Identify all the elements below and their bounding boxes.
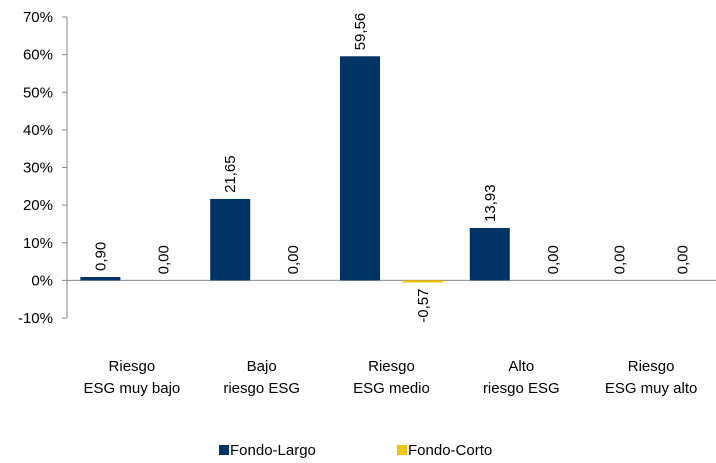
category-label: Riesgo	[368, 358, 415, 375]
y-tick-label: 10%	[23, 235, 53, 252]
y-tick-label: 70%	[23, 9, 53, 26]
category-label: riesgo ESG	[223, 380, 300, 397]
y-tick-label: 60%	[23, 47, 53, 64]
category-label: ESG muy bajo	[84, 380, 181, 397]
legend-label: Fondo-Corto	[408, 442, 492, 459]
data-label: 0,00	[545, 245, 562, 274]
y-tick-label: -10%	[18, 310, 53, 327]
data-label: 59,56	[352, 13, 369, 51]
category-label: riesgo ESG	[483, 380, 560, 397]
data-label: 0,00	[612, 245, 629, 274]
data-label: 13,93	[482, 184, 499, 222]
category-labels: Riesgo ESG muy bajo Bajo riesgo ESG Riesgo ES…	[84, 358, 698, 397]
chart-bars	[80, 56, 510, 283]
y-tick-label: 30%	[23, 160, 53, 177]
y-tick-label: 50%	[23, 84, 53, 101]
y-tick-label: 40%	[23, 122, 53, 139]
legend-swatch-fondo-corto	[397, 445, 407, 455]
chart-axes: -10% 0% 10% 20% 30% 40% 50% 60% 70%	[18, 9, 716, 327]
category-label: Bajo	[247, 358, 277, 375]
data-label: 21,65	[222, 155, 239, 193]
data-label: -0,57	[415, 289, 432, 323]
legend: Fondo-Largo Fondo-Corto	[219, 442, 492, 459]
data-label: 0,90	[92, 242, 109, 271]
bar-fondo-largo	[340, 56, 380, 281]
bar-fondo-largo	[210, 198, 251, 281]
bar-fondo-corto	[403, 280, 443, 283]
legend-label: Fondo-Largo	[230, 442, 316, 459]
data-labels: 0,90 0,00 21,65 0,00 59,56 -0,57 13,93 0,00 0,00…	[92, 13, 691, 323]
category-label: ESG medio	[353, 380, 430, 397]
y-tick-label: 0%	[31, 272, 53, 289]
data-label: 0,00	[285, 245, 302, 274]
legend-swatch-fondo-largo	[219, 445, 229, 455]
bar-fondo-largo	[80, 276, 121, 281]
category-label: Riesgo	[109, 358, 156, 375]
data-label: 0,00	[675, 245, 692, 274]
y-tick-label: 20%	[23, 197, 53, 214]
category-label: ESG muy alto	[605, 380, 698, 397]
bar-fondo-largo	[469, 227, 510, 281]
data-label: 0,00	[155, 245, 172, 274]
category-label: Alto	[508, 358, 534, 375]
category-label: Riesgo	[628, 358, 675, 375]
